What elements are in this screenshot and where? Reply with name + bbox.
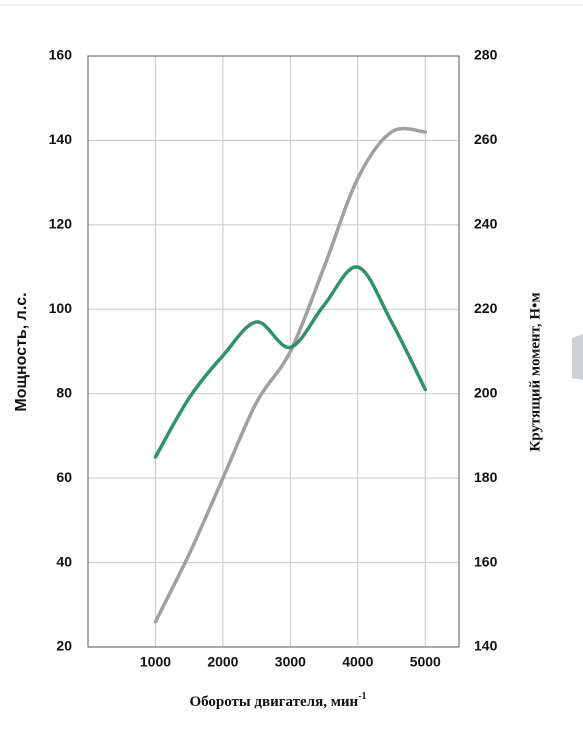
series-line — [153, 265, 428, 459]
x-tick-label: 3000 — [275, 654, 306, 670]
x-tick-label: 1000 — [140, 654, 171, 670]
grid — [88, 55, 459, 648]
y2-tick-label: 160 — [474, 553, 498, 569]
y-axis-label: Мощность, л.с. — [13, 292, 30, 411]
series-line — [153, 126, 428, 624]
y2-tick-label: 180 — [474, 469, 498, 485]
y2-tick-label: 220 — [474, 300, 498, 316]
y2-tick-label: 260 — [474, 131, 498, 147]
x-tick-label: 2000 — [207, 654, 238, 670]
x-tick-label: 5000 — [410, 654, 441, 670]
y2-tick-label: 240 — [474, 216, 498, 232]
y2-tick-label: 140 — [474, 638, 498, 654]
y-tick-label: 160 — [49, 47, 73, 63]
y-tick-label: 100 — [49, 300, 73, 316]
side-image-fragment — [572, 334, 583, 380]
y2-tick-label: 280 — [474, 47, 498, 63]
y-tick-label: 140 — [49, 131, 73, 147]
y-tick-label: 20 — [56, 638, 72, 654]
plot-frame — [87, 55, 460, 648]
y2-axis-label: Крутящий момент, Н•м — [527, 292, 543, 451]
x-axis-label: Обороты двигателя, мин-1 — [189, 691, 366, 710]
x-tick-label: 4000 — [342, 654, 373, 670]
y-tick-label: 120 — [49, 216, 73, 232]
x-axis-label-main: Обороты двигателя, мин — [189, 694, 358, 710]
y-tick-label: 60 — [56, 469, 72, 485]
y2-tick-label: 200 — [474, 384, 498, 400]
y-tick-label: 40 — [56, 553, 72, 569]
y-tick-label: 80 — [56, 384, 72, 400]
x-axis-label-sup: -1 — [358, 691, 366, 702]
